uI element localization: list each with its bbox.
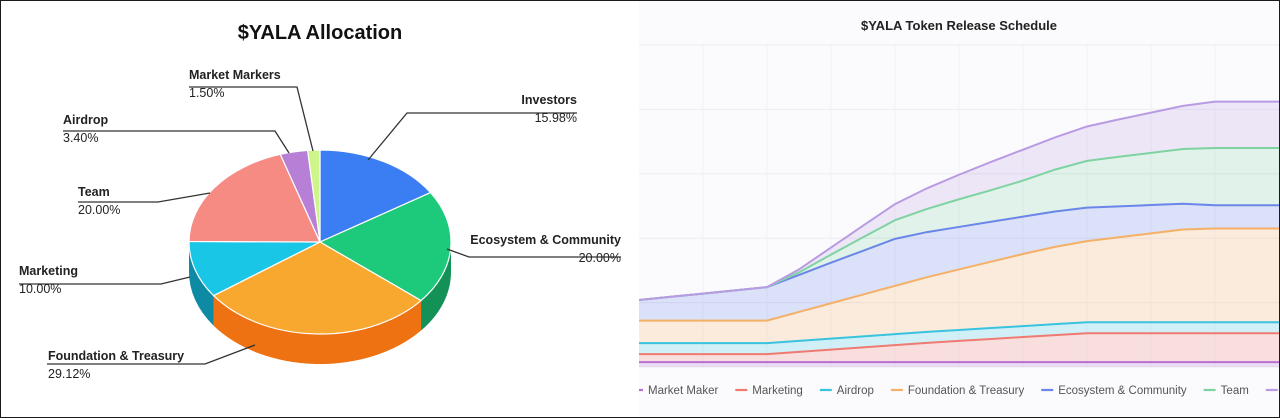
pie-slices bbox=[188, 149, 452, 335]
callout-leader-marketing bbox=[19, 276, 191, 285]
callout-label-investors: Investors bbox=[521, 93, 577, 107]
callout-percent-airdrop: 3.40% bbox=[63, 131, 98, 145]
pie-slice-ecosystem-and-community bbox=[318, 191, 452, 302]
pie-side-marketing bbox=[189, 242, 214, 326]
line-foundation-and-treasury bbox=[639, 227, 1279, 322]
area-marketing bbox=[639, 333, 1279, 363]
area-team bbox=[639, 147, 1279, 301]
callout-percent-market-markers: 1.50% bbox=[189, 86, 224, 100]
release-schedule-panel: $YALA Token Release Schedule Market Make… bbox=[639, 1, 1279, 417]
area-ecosystem-and-community bbox=[639, 203, 1279, 321]
release-schedule-title: $YALA Token Release Schedule bbox=[861, 18, 1057, 33]
legend-item-market-maker: Market Maker bbox=[639, 385, 718, 397]
pie-slice-market-markers bbox=[306, 149, 321, 243]
allocation-pie-panel: $YALA Allocation Investors 15.98% Ecosyste… bbox=[1, 1, 639, 417]
legend-label-airdrop: Airdrop bbox=[837, 385, 874, 397]
pie-side-ecosystem-and-community bbox=[421, 242, 451, 331]
callout-percent-investors: 15.98% bbox=[535, 111, 577, 125]
legend-item-team: Team bbox=[1203, 385, 1249, 397]
legend-label-foundation-and-treasury: Foundation & Treasury bbox=[908, 385, 1025, 397]
series-lines bbox=[639, 100, 1279, 364]
line-marketing bbox=[639, 332, 1279, 356]
callout-percent-foundation-and-treasury: 29.12% bbox=[48, 367, 90, 381]
callout-label-airdrop: Airdrop bbox=[63, 113, 109, 127]
legend-label-market-maker: Market Maker bbox=[648, 385, 718, 397]
area-airdrop bbox=[639, 322, 1279, 355]
line-airdrop bbox=[639, 321, 1279, 345]
pie-slice-marketing bbox=[188, 240, 321, 297]
legend-label-marketing: Marketing bbox=[752, 385, 803, 397]
callout-leader-airdrop bbox=[63, 130, 290, 154]
legend-item-airdrop: Airdrop bbox=[819, 385, 874, 397]
pie-callouts: Investors 15.98% Ecosystem & Community 20.0… bbox=[19, 68, 621, 381]
line-investors bbox=[639, 100, 1279, 302]
callout-percent-ecosystem-and-community: 20.00% bbox=[579, 251, 621, 265]
allocation-pie-chart: $YALA Allocation Investors 15.98% Ecosyste… bbox=[19, 22, 621, 381]
legend-item-marketing: Marketing bbox=[735, 385, 803, 397]
callout-percent-team: 20.00% bbox=[78, 203, 120, 217]
pie-side-foundation-and-treasury bbox=[213, 295, 422, 364]
callout-label-marketing: Marketing bbox=[19, 264, 78, 278]
legend-label-team: Team bbox=[1221, 385, 1249, 397]
callout-leader-market-markers bbox=[189, 86, 314, 152]
callout-label-market-markers: Market Markers bbox=[189, 68, 281, 82]
legend-item-investors: Investors bbox=[1265, 388, 1278, 392]
callout-percent-marketing: 10.00% bbox=[19, 282, 61, 296]
release-legend: Market Maker Marketing Airdrop Foundation &… bbox=[639, 385, 1278, 397]
legend-label-ecosystem-and-community: Ecosystem & Community bbox=[1058, 385, 1187, 397]
callout-label-team: Team bbox=[78, 185, 110, 199]
legend-item-ecosystem-and-community: Ecosystem & Community bbox=[1041, 385, 1187, 397]
area-foundation-and-treasury bbox=[639, 228, 1279, 344]
release-schedule-chart: $YALA Token Release Schedule Market Make… bbox=[639, 18, 1279, 397]
callout-label-foundation-and-treasury: Foundation & Treasury bbox=[48, 349, 184, 363]
pie-slice-team bbox=[188, 153, 321, 243]
callout-leader-ecosystem-and-community bbox=[446, 248, 621, 258]
area-investors bbox=[639, 101, 1279, 301]
stacked-areas bbox=[639, 101, 1279, 367]
legend-item-foundation-and-treasury: Foundation & Treasury bbox=[890, 385, 1025, 397]
pie-depth-layer bbox=[189, 242, 451, 364]
allocation-pie-title: $YALA Allocation bbox=[238, 22, 402, 44]
callout-leader-foundation-and-treasury bbox=[47, 344, 256, 365]
callout-leader-team bbox=[78, 192, 211, 203]
pie-slice-investors bbox=[319, 149, 432, 243]
callout-label-ecosystem-and-community: Ecosystem & Community bbox=[470, 233, 621, 247]
callout-leader-investors bbox=[367, 112, 577, 161]
pie-slice-foundation-and-treasury bbox=[212, 241, 423, 335]
area-market-maker bbox=[639, 362, 1279, 367]
